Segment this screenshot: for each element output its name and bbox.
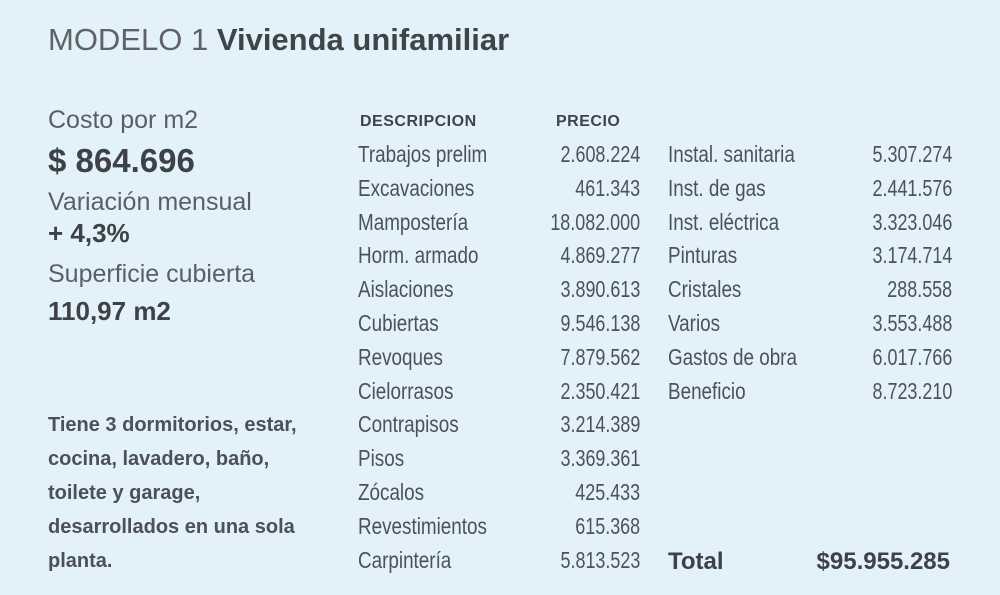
total-row: Total $95.955.285	[668, 548, 950, 576]
cost-value: $ 864.696	[48, 142, 195, 179]
item-name: Gastos de obra	[668, 343, 797, 370]
item-price: 6.017.766	[872, 343, 952, 370]
table-row: Cristales 288.558	[668, 273, 952, 307]
item-name: Contrapisos	[358, 411, 459, 438]
item-price: 3.890.613	[560, 276, 640, 303]
item-name: Cristales	[668, 276, 742, 303]
table-row: Revestimientos 615.368	[358, 510, 640, 544]
variation-value: + 4,3%	[48, 218, 130, 248]
item-price: 2.350.421	[560, 377, 640, 404]
item-price: 8.723.210	[872, 377, 952, 404]
item-price: 2.608.224	[560, 141, 640, 167]
table-row: Horm. armado 4.869.277	[358, 239, 640, 273]
items-list-left: Trabajos prelim 2.608.224 Excavaciones 461.…	[358, 138, 640, 577]
item-price: 5.813.523	[560, 546, 640, 573]
item-name: Beneficio	[668, 377, 746, 404]
item-name: Mampostería	[358, 208, 469, 235]
item-price: 425.433	[575, 478, 640, 505]
item-price: 3.174.714	[872, 242, 952, 269]
table-row: Instal. sanitaria 5.307.274	[668, 138, 952, 172]
item-name: Inst. de gas	[668, 174, 766, 201]
table-row: Revoques 7.879.562	[358, 341, 640, 375]
table-row: Mampostería 18.082.000	[358, 206, 640, 240]
item-name: Varios	[668, 309, 721, 336]
item-price: 3.214.389	[560, 411, 640, 438]
item-name: Revoques	[358, 343, 443, 370]
table-row: Varios 3.553.488	[668, 307, 952, 341]
item-price: 5.307.274	[872, 141, 952, 167]
item-price: 461.343	[575, 174, 640, 201]
table-row: Pinturas 3.174.714	[668, 239, 952, 273]
item-name: Pisos	[358, 445, 405, 472]
item-name: Instal. sanitaria	[668, 141, 795, 167]
item-name: Trabajos prelim	[358, 141, 488, 167]
table-row: Cielorrasos 2.350.421	[358, 375, 640, 409]
item-name: Carpintería	[358, 546, 452, 573]
item-price: 615.368	[575, 512, 640, 539]
item-name: Revestimientos	[358, 512, 487, 539]
table-row: Beneficio 8.723.210	[668, 375, 952, 409]
page-title: MODELO 1 Vivienda unifamiliar	[48, 22, 509, 58]
item-price: 18.082.000	[550, 208, 640, 235]
item-price: 7.879.562	[560, 343, 640, 370]
house-description: Tiene 3 dormitorios, estar, cocina, lava…	[48, 414, 297, 572]
total-label: Total	[668, 548, 724, 575]
item-price: 2.441.576	[872, 174, 952, 201]
item-name: Excavaciones	[358, 174, 475, 201]
item-name: Inst. eléctrica	[668, 208, 780, 235]
total-value: $95.955.285	[816, 548, 950, 575]
item-name: Aislaciones	[358, 276, 454, 303]
column-header-description: DESCRIPCION	[360, 113, 477, 130]
table-row: Inst. eléctrica 3.323.046	[668, 206, 952, 240]
item-name: Zócalos	[358, 478, 425, 505]
item-name: Cubiertas	[358, 309, 439, 336]
item-name: Pinturas	[668, 242, 738, 269]
variation-label: Variación mensual	[48, 188, 252, 216]
item-price: 3.553.488	[872, 309, 952, 336]
summary-block: Costo por m2 $ 864.696 Variación mensual…	[48, 105, 338, 327]
table-row: Excavaciones 461.343	[358, 172, 640, 206]
table-row: Gastos de obra 6.017.766	[668, 341, 952, 375]
item-price: 9.546.138	[560, 309, 640, 336]
table-row: Carpintería 5.813.523	[358, 544, 640, 578]
item-name: Horm. armado	[358, 242, 479, 269]
item-name: Cielorrasos	[358, 377, 454, 404]
item-price: 4.869.277	[560, 242, 640, 269]
surface-value: 110,97 m2	[48, 296, 171, 326]
items-list-right: Instal. sanitaria 5.307.274 Inst. de gas 2.…	[668, 138, 952, 408]
table-row: Aislaciones 3.890.613	[358, 273, 640, 307]
table-row: Zócalos 425.433	[358, 476, 640, 510]
item-price: 3.323.046	[872, 208, 952, 235]
column-header-price: PRECIO	[556, 113, 621, 130]
surface-label: Superficie cubierta	[48, 260, 256, 288]
table-row: Pisos 3.369.361	[358, 442, 640, 476]
item-price: 3.369.361	[560, 445, 640, 472]
item-price: 288.558	[887, 276, 952, 303]
title-prefix: MODELO 1	[48, 22, 209, 57]
cost-label: Costo por m2	[48, 106, 199, 134]
table-row: Contrapisos 3.214.389	[358, 408, 640, 442]
table-row: Trabajos prelim 2.608.224	[358, 138, 640, 172]
table-row: Cubiertas 9.546.138	[358, 307, 640, 341]
title-name: Vivienda unifamiliar	[216, 22, 510, 57]
table-row: Inst. de gas 2.441.576	[668, 172, 952, 206]
